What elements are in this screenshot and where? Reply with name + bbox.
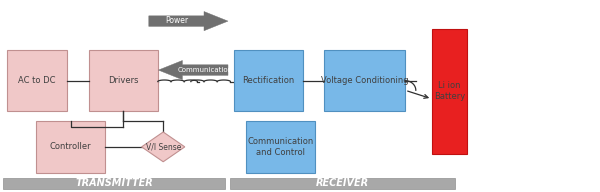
FancyBboxPatch shape	[3, 178, 225, 189]
FancyBboxPatch shape	[324, 50, 405, 111]
Text: Controller: Controller	[50, 142, 91, 151]
Polygon shape	[142, 132, 185, 162]
FancyBboxPatch shape	[234, 50, 303, 111]
Text: Rectification: Rectification	[242, 76, 295, 85]
Polygon shape	[158, 60, 228, 80]
Text: AC to DC: AC to DC	[19, 76, 56, 85]
FancyBboxPatch shape	[89, 50, 158, 111]
Text: Drivers: Drivers	[108, 76, 139, 85]
FancyBboxPatch shape	[36, 121, 105, 173]
Text: Communication: Communication	[178, 66, 233, 73]
Text: Power: Power	[165, 16, 188, 25]
Text: TRANSMITTER: TRANSMITTER	[75, 178, 153, 188]
FancyBboxPatch shape	[432, 29, 467, 154]
Text: Li ion
Battery: Li ion Battery	[434, 81, 465, 101]
Text: Voltage Conditioning: Voltage Conditioning	[320, 76, 409, 85]
FancyBboxPatch shape	[246, 121, 315, 173]
Text: V/I Sense: V/I Sense	[146, 142, 181, 151]
Polygon shape	[149, 12, 228, 31]
Text: Communication
and Control: Communication and Control	[247, 137, 314, 157]
FancyBboxPatch shape	[230, 178, 455, 189]
Text: RECEIVER: RECEIVER	[316, 178, 369, 188]
FancyBboxPatch shape	[7, 50, 67, 111]
